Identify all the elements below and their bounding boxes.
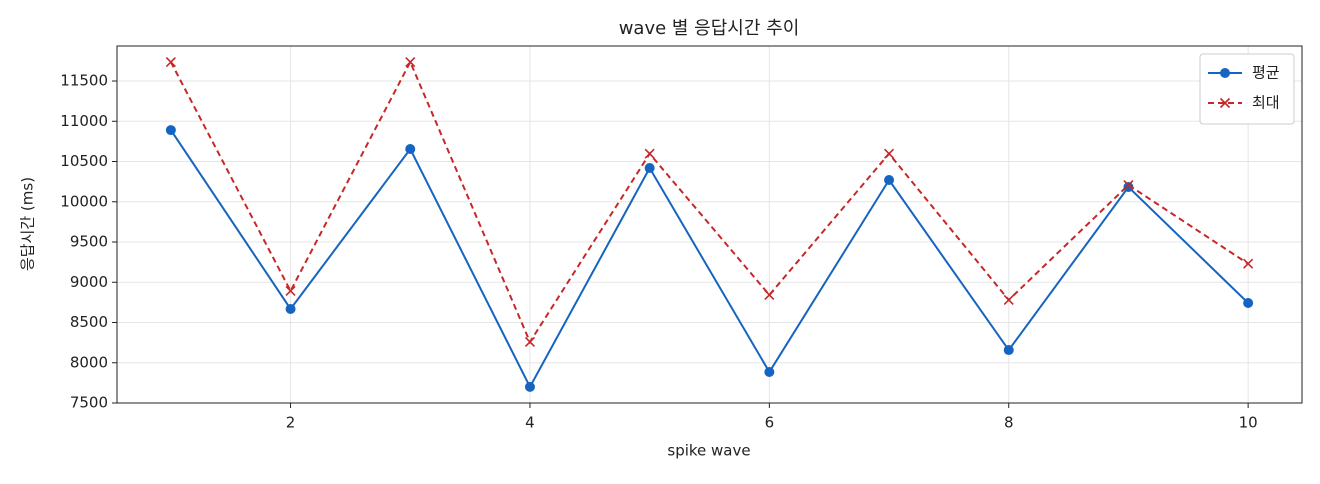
- marker: [524, 381, 535, 392]
- y-tick-label: 11000: [60, 112, 108, 130]
- marker: [285, 303, 296, 314]
- x-tick-label: 4: [525, 414, 535, 432]
- marker: [764, 289, 775, 301]
- marker: [165, 56, 176, 68]
- marker: [1003, 345, 1014, 356]
- legend-label: 평균: [1252, 64, 1280, 82]
- marker: [883, 148, 895, 159]
- marker: [884, 175, 895, 186]
- y-tick-label: 9000: [70, 273, 108, 291]
- marker: [1243, 258, 1254, 269]
- series-line: [170, 129, 1249, 390]
- legend-marker: [1220, 68, 1230, 78]
- x-tick-label: 2: [286, 414, 296, 432]
- marker: [405, 144, 416, 155]
- x-tick-label: 6: [765, 414, 775, 432]
- x-tick-label: 10: [1239, 414, 1258, 432]
- marker: [1123, 179, 1134, 191]
- plot-frame: [116, 45, 1303, 404]
- marker: [524, 336, 536, 348]
- y-tick-label: 10000: [60, 192, 108, 210]
- x-tick-label: 8: [1004, 414, 1014, 432]
- marker: [644, 148, 655, 159]
- y-tick-label: 11500: [60, 72, 108, 90]
- marker: [1123, 182, 1134, 193]
- marker: [1243, 298, 1254, 309]
- y-tick-label: 10500: [60, 152, 108, 170]
- y-tick-label: 8500: [70, 313, 108, 331]
- marker: [1003, 294, 1014, 306]
- chart-title: wave 별 응답시간 추이: [619, 18, 800, 39]
- x-axis-label: spike wave: [667, 442, 750, 460]
- y-tick-label: 7500: [70, 394, 108, 412]
- marker: [644, 163, 655, 174]
- legend-label: 최대: [1252, 94, 1280, 112]
- y-axis-label: 응답시간 (ms): [19, 177, 37, 271]
- marker: [764, 367, 775, 378]
- marker: [405, 56, 416, 68]
- legend-marker: [1219, 97, 1231, 109]
- marker: [285, 285, 296, 297]
- legend-box: [1199, 53, 1295, 125]
- y-tick-label: 9500: [70, 233, 108, 251]
- marker: [165, 125, 176, 136]
- y-tick-label: 8000: [70, 353, 108, 371]
